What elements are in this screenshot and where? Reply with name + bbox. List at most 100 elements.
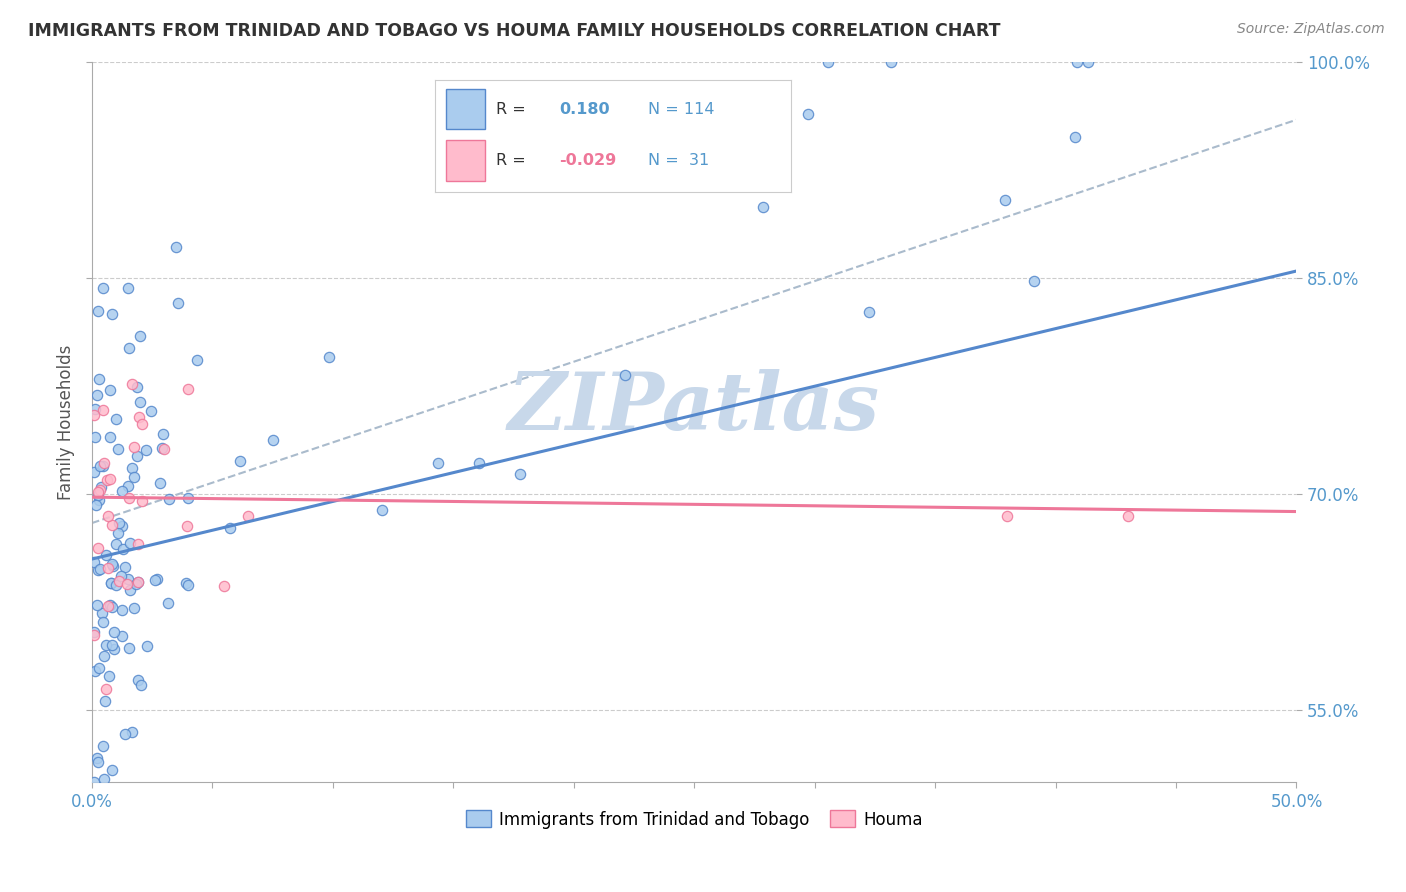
Point [100,557,122,571]
Point [83,408,105,422]
Point [121,461,143,475]
Point [89,562,111,576]
Point [111,541,134,556]
Point [177,578,200,592]
Point [98,384,121,398]
Point [117,572,139,586]
Point [89,483,111,497]
Point [91,458,114,473]
Point [1077,55,1099,70]
Point [110,602,132,616]
Point [143,573,166,587]
Point [115,576,138,591]
Point [817,55,839,70]
Point [84,402,107,417]
Point [98,472,121,486]
Point [100,576,122,591]
Point [146,572,169,586]
Point [219,521,242,535]
Point [94,682,117,697]
Point [167,295,190,310]
Point [84,665,107,679]
Point [148,476,170,491]
Point [91,281,114,295]
Point [117,281,139,295]
Point [87,541,110,556]
Point [157,492,180,507]
Point [94,694,117,708]
Point [127,574,149,589]
Point [101,600,124,615]
Point [127,380,149,394]
Point [98,598,121,612]
Point [87,492,110,507]
Point [858,305,880,319]
Point [93,648,115,663]
Point [118,640,141,655]
Point [509,467,531,481]
Point [91,739,114,753]
Point [83,465,105,479]
Point [96,473,118,487]
Point [86,388,108,402]
Point [186,352,208,367]
Point [796,107,818,121]
Point [114,560,136,574]
Point [121,724,143,739]
Point [156,596,179,610]
Point [370,503,392,517]
Point [114,727,136,741]
Point [111,518,134,533]
Point [118,341,141,355]
Point [136,639,159,653]
Point [107,574,129,589]
Text: IMMIGRANTS FROM TRINIDAD AND TOBAGO VS HOUMA FAMILY HOUSEHOLDS CORRELATION CHART: IMMIGRANTS FROM TRINIDAD AND TOBAGO VS H… [28,22,1001,40]
Point [101,763,124,777]
Point [94,638,117,652]
Point [1066,55,1088,70]
Point [105,412,128,426]
Text: ZIPatlas: ZIPatlas [508,369,880,447]
Point [105,537,128,551]
Point [98,429,121,443]
Point [94,548,117,562]
Point [97,509,120,524]
Point [127,575,149,590]
Point [93,772,115,786]
Point [111,629,134,643]
Point [426,456,449,470]
Point [174,576,197,591]
Point [97,599,120,613]
Point [89,480,111,494]
Point [108,516,131,531]
Point [97,561,120,575]
Point [238,509,260,524]
Point [118,536,141,550]
Point [87,563,110,577]
Point [103,624,125,639]
Point [118,491,141,505]
Point [993,194,1015,208]
Point [83,625,105,640]
Point [86,598,108,612]
Point [686,151,709,165]
Point [97,669,120,683]
Point [89,458,111,473]
Point [751,200,773,214]
Point [100,308,122,322]
Point [1064,130,1087,145]
Point [107,526,129,541]
Point [176,518,198,533]
Point [118,583,141,598]
Point [83,628,105,642]
Point [101,638,124,652]
Point [165,239,187,253]
Point [100,518,122,533]
Point [89,372,111,386]
Point [83,775,105,789]
Point [131,417,153,431]
Point [177,382,200,396]
Point [84,498,107,512]
Point [103,642,125,657]
Legend: Immigrants from Trinidad and Tobago, Houma: Immigrants from Trinidad and Tobago, Hou… [460,804,929,835]
